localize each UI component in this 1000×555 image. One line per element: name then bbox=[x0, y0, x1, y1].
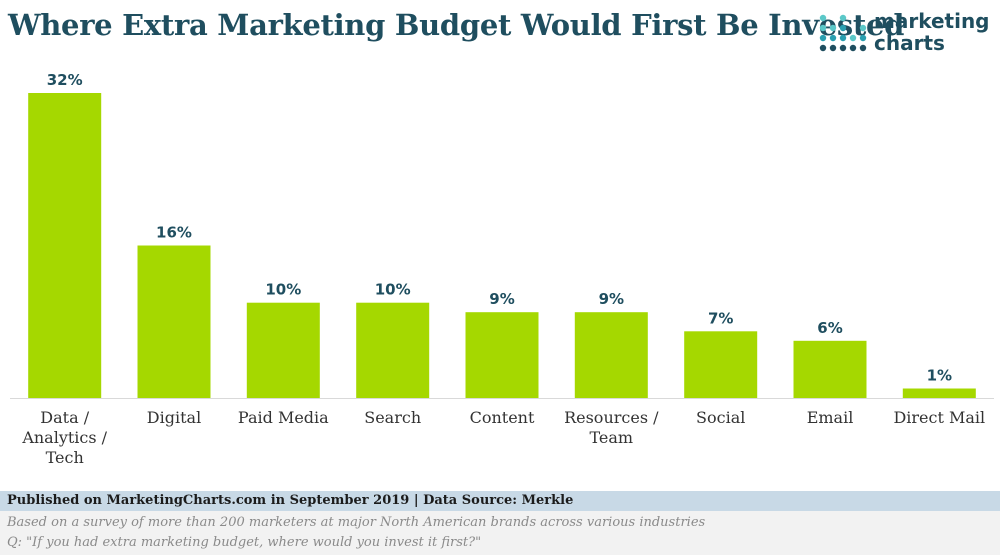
bar-3 bbox=[356, 302, 430, 398]
category-label-3: Search bbox=[364, 408, 421, 427]
category-label-0: Data / Analytics / Tech bbox=[21, 408, 107, 467]
value-label-3: 10% bbox=[375, 281, 411, 299]
bar-6 bbox=[684, 331, 758, 398]
notes-panel: Based on a survey of more than 200 marke… bbox=[0, 511, 1000, 555]
bar-8 bbox=[902, 388, 976, 398]
value-label-1: 16% bbox=[156, 224, 192, 242]
value-label-4: 9% bbox=[489, 290, 514, 308]
bar-4 bbox=[465, 312, 539, 398]
survey-note: Based on a survey of more than 200 marke… bbox=[7, 515, 706, 530]
logo-dots-icon bbox=[819, 14, 867, 52]
category-label-5: Resources / Team bbox=[564, 408, 659, 447]
marketing-charts-logo: marketing charts bbox=[818, 8, 998, 62]
category-label-4: Content bbox=[470, 408, 535, 427]
value-label-8: 1% bbox=[927, 367, 952, 385]
category-label-2: Paid Media bbox=[238, 408, 329, 427]
category-label-6: Social bbox=[696, 408, 745, 427]
value-label-2: 10% bbox=[265, 281, 301, 299]
value-label-6: 7% bbox=[708, 309, 733, 327]
value-label-7: 6% bbox=[817, 319, 842, 337]
value-label-0: 32% bbox=[47, 71, 83, 89]
logo-text-line1: marketing bbox=[874, 9, 990, 33]
bar-2 bbox=[246, 302, 320, 398]
bar-7 bbox=[793, 340, 867, 398]
chart-title: Where Extra Marketing Budget Would First… bbox=[8, 8, 905, 42]
question-note: Q: "If you had extra marketing budget, w… bbox=[7, 535, 482, 550]
source-text: Published on MarketingCharts.com in Sept… bbox=[7, 493, 574, 508]
category-label-1: Digital bbox=[147, 408, 201, 427]
value-label-5: 9% bbox=[599, 290, 624, 308]
category-label-7: Email bbox=[807, 408, 854, 427]
bar-1 bbox=[137, 245, 211, 398]
bar-0 bbox=[28, 93, 102, 398]
category-label-8: Direct Mail bbox=[893, 408, 985, 427]
source-bar: Published on MarketingCharts.com in Sept… bbox=[0, 491, 1000, 511]
bar-chart: 32% Data / Analytics / Tech 16% Digital 10% Pai… bbox=[10, 71, 994, 467]
logo-text-line2: charts bbox=[874, 31, 945, 55]
bar-5 bbox=[574, 312, 648, 398]
